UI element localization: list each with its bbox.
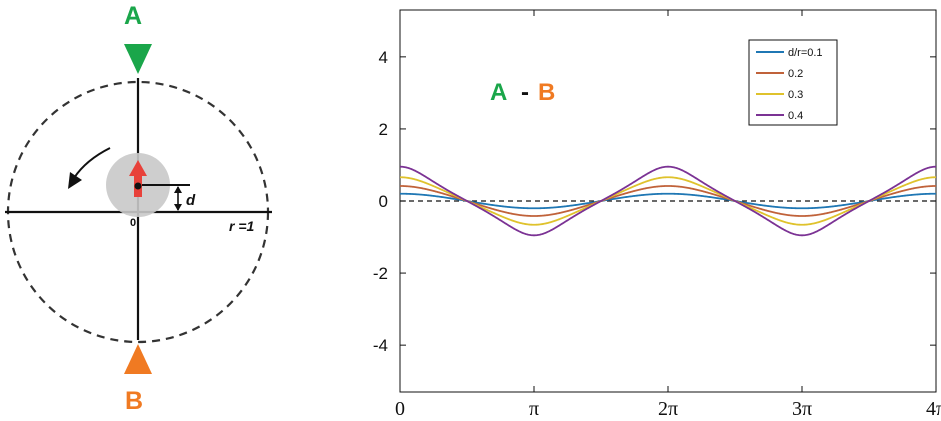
x-tick-label: 0 bbox=[395, 398, 405, 420]
rotation-arrow-icon bbox=[73, 147, 111, 179]
y-tick-label: 4 bbox=[379, 48, 388, 67]
y-tick-label: -2 bbox=[373, 264, 388, 283]
sensor-b-triangle-icon bbox=[124, 344, 152, 374]
series-line-2 bbox=[400, 176, 936, 226]
annotation-a: A bbox=[490, 79, 507, 106]
x-tick-label: 2π bbox=[658, 398, 678, 420]
legend-box bbox=[748, 39, 838, 126]
legend-label: d/r=0.1 bbox=[788, 47, 823, 59]
origin-label: 0 bbox=[130, 217, 136, 229]
d-arrow-up-icon bbox=[174, 186, 182, 193]
legend-label: 0.4 bbox=[788, 110, 803, 122]
y-tick-label: -4 bbox=[373, 336, 388, 355]
legend-label: 0.2 bbox=[788, 68, 803, 80]
d-arrow-down-icon bbox=[174, 204, 182, 211]
disk-center-dot bbox=[134, 182, 142, 190]
legend-label: 0.3 bbox=[788, 89, 803, 101]
sensor-a-triangle-icon bbox=[124, 44, 152, 74]
series-lines bbox=[399, 165, 937, 237]
plot-frame bbox=[399, 9, 937, 393]
x-tick-label: π bbox=[529, 398, 539, 420]
series-line-1 bbox=[399, 185, 937, 217]
annotation-dash: - bbox=[521, 79, 529, 106]
y-axis: -4 -2 0 2 4 bbox=[373, 48, 936, 355]
x-axis: 0 π 2π 3π 4π bbox=[395, 10, 941, 420]
chart: 0 π 2π 3π 4π -4 -2 0 2 4 A - B d/r=0.1 0.2 0.3 0.4 bbox=[373, 9, 941, 420]
radius-label: r =1 bbox=[229, 218, 255, 234]
series-line-0 bbox=[400, 192, 936, 210]
legend: d/r=0.1 0.2 0.3 0.4 bbox=[748, 39, 838, 126]
y-tick-label: 0 bbox=[379, 192, 388, 211]
rotation-arrowhead-icon bbox=[68, 172, 82, 189]
label-a: A bbox=[124, 2, 142, 30]
y-tick-label: 2 bbox=[379, 120, 388, 139]
annotation-b: B bbox=[538, 79, 555, 106]
annotation-a-minus-b: A - B bbox=[490, 79, 555, 106]
d-label: d bbox=[186, 192, 196, 209]
x-tick-label: 3π bbox=[792, 398, 812, 420]
x-tick-label: 4π bbox=[926, 398, 941, 420]
label-b: B bbox=[125, 387, 143, 415]
geometry-diagram: d A B 0 r =1 bbox=[5, 2, 272, 415]
series-line-3 bbox=[399, 165, 937, 237]
